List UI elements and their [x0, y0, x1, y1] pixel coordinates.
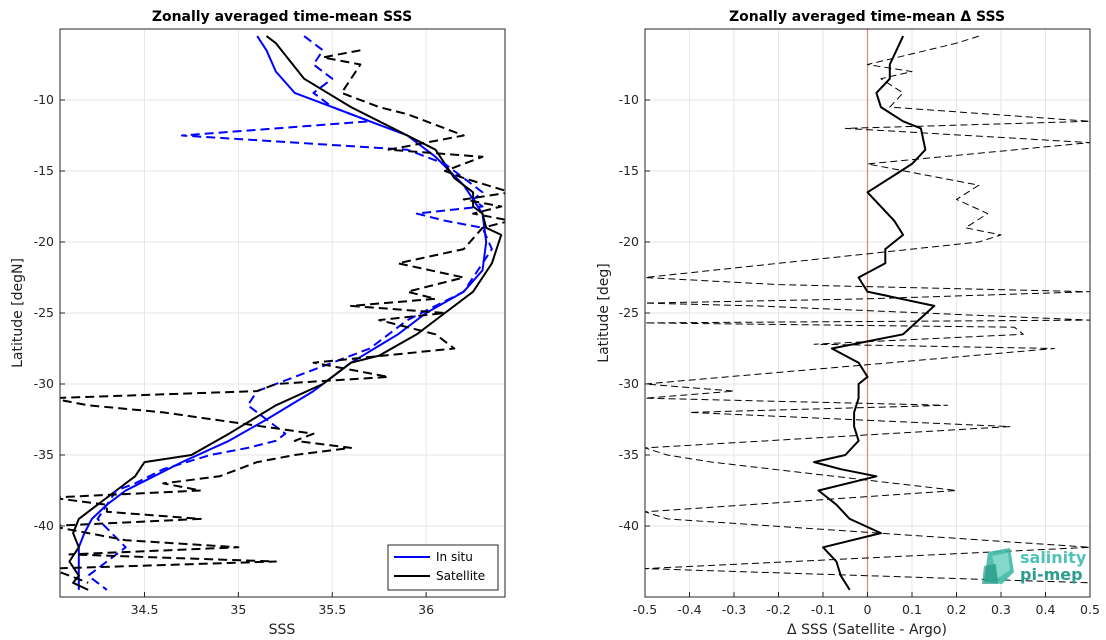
- sss-series-0-line: [77, 35, 488, 590]
- sss-ytick-label: -30: [34, 376, 54, 391]
- sss-ylabel: Latitude [degN]: [10, 258, 26, 368]
- delta-ytick-label: -20: [619, 234, 639, 249]
- logo-text-line2: pi-mep: [1020, 565, 1083, 584]
- delta-xtick-label: 0.2: [947, 602, 967, 617]
- delta-ytick-label: -10: [619, 92, 639, 107]
- sss-series: [60, 35, 505, 591]
- sss-xtick-label: 34.5: [131, 602, 159, 617]
- delta-xtick-label: -0.5: [633, 602, 657, 617]
- delta-xtick-label: 0.3: [991, 602, 1011, 617]
- sss-series-3-line: [60, 49, 505, 584]
- delta-ytick-label: -25: [619, 305, 639, 320]
- legend: In situ Satellite: [387, 544, 499, 591]
- delta-xlabel: Δ SSS (Satellite - Argo): [787, 622, 947, 638]
- legend-satellite-label: Satellite: [436, 569, 485, 583]
- sss-panel: 34.5 35 35.5 36 -10 -15 -20 -25 -30 -35 -40 Zonall…: [10, 9, 506, 638]
- delta-sss-panel: -0.5 -0.4 -0.3 -0.2 -0.1 0 0.1 0.2 0.3 0.4 0.5 -10 -…: [596, 9, 1100, 638]
- sss-ytick-label: -20: [34, 234, 54, 249]
- sss-xtick-label: 35.5: [318, 602, 346, 617]
- delta-ytick-label: -40: [619, 518, 639, 533]
- delta-xtick-label: -0.3: [722, 602, 746, 617]
- delta-xtick-label: 0.1: [902, 602, 922, 617]
- logo-text-line1: salinity: [1020, 548, 1087, 567]
- delta-ytick-label: -15: [619, 163, 639, 178]
- delta-xtick-label: -0.4: [677, 602, 701, 617]
- sss-series-2-line: [87, 35, 493, 591]
- sss-ytick-label: -15: [34, 163, 54, 178]
- delta-title: Zonally averaged time-mean Δ SSS: [729, 9, 1005, 25]
- delta-ticks: -0.5 -0.4 -0.3 -0.2 -0.1 0 0.1 0.2 0.3 0.4 0.5 -10 -…: [619, 92, 1100, 617]
- delta-ytick-label: -30: [619, 376, 639, 391]
- delta-xtick-label: -0.1: [811, 602, 835, 617]
- sss-xtick-label: 35: [230, 602, 246, 617]
- logo-mark-icon: [982, 548, 1014, 584]
- delta-series-0-line: [813, 35, 936, 591]
- sss-xtick-label: 36: [418, 602, 434, 617]
- sss-ticks: 34.5 35 35.5 36 -10 -15 -20 -25 -30 -35 -40: [34, 92, 435, 617]
- delta-xtick-label: 0: [864, 602, 872, 617]
- salinity-pi-mep-logo: salinity pi-mep: [982, 548, 1087, 584]
- delta-series-1-line: [645, 35, 1090, 584]
- delta-xtick-label: 0.5: [1080, 602, 1100, 617]
- sss-ytick-label: -25: [34, 305, 54, 320]
- delta-series: [645, 35, 1090, 591]
- delta-ytick-label: -35: [619, 447, 639, 462]
- sss-ytick-label: -40: [34, 518, 54, 533]
- delta-xtick-label: -0.2: [766, 602, 790, 617]
- delta-ylabel: Latitude [deg]: [596, 263, 612, 362]
- legend-in-situ-label: In situ: [436, 550, 473, 564]
- sss-xlabel: SSS: [269, 622, 296, 638]
- delta-xtick-label: 0.4: [1036, 602, 1056, 617]
- sss-ytick-label: -35: [34, 447, 54, 462]
- sss-ytick-label: -10: [34, 92, 54, 107]
- sss-title: Zonally averaged time-mean SSS: [152, 9, 412, 25]
- legend-box: [387, 544, 499, 591]
